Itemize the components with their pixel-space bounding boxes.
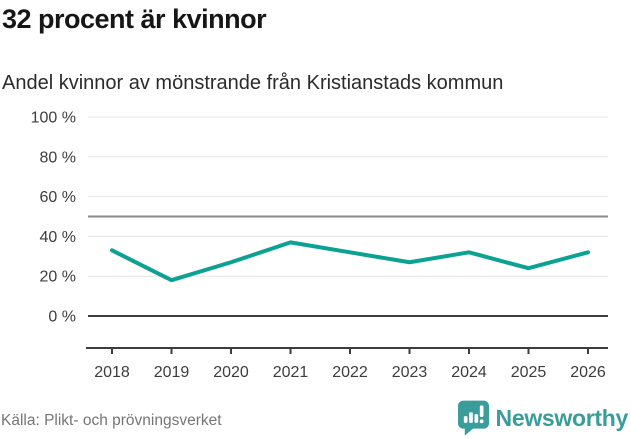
y-tick-label: 100 %	[31, 110, 76, 127]
page-subtitle: Andel kvinnor av mönstrande från Kristia…	[2, 72, 504, 94]
x-tick-label: 2021	[273, 364, 309, 381]
newsworthy-logo: Newsworthy	[457, 400, 629, 436]
y-tick-label: 60 %	[40, 189, 76, 206]
y-tick-label: 40 %	[40, 229, 76, 246]
x-tick-label: 2025	[511, 364, 547, 381]
x-tick-label: 2026	[570, 364, 606, 381]
y-tick-label: 20 %	[40, 269, 76, 286]
newsworthy-logo-icon	[457, 400, 489, 436]
x-tick-label: 2023	[392, 364, 428, 381]
x-tick-label: 2022	[332, 364, 368, 381]
y-tick-label: 0 %	[48, 309, 76, 326]
x-tick-label: 2018	[94, 364, 130, 381]
source-caption: Källa: Plikt- och prövningsverket	[1, 412, 222, 429]
x-tick-label: 2020	[213, 364, 249, 381]
x-tick-label: 2024	[451, 364, 487, 381]
x-tick-label: 2019	[154, 364, 190, 381]
y-tick-label: 80 %	[40, 149, 76, 166]
page-title: 32 procent är kvinnor	[2, 4, 267, 34]
newsworthy-wordmark: Newsworthy	[495, 404, 629, 431]
chart-line	[110, 240, 590, 283]
